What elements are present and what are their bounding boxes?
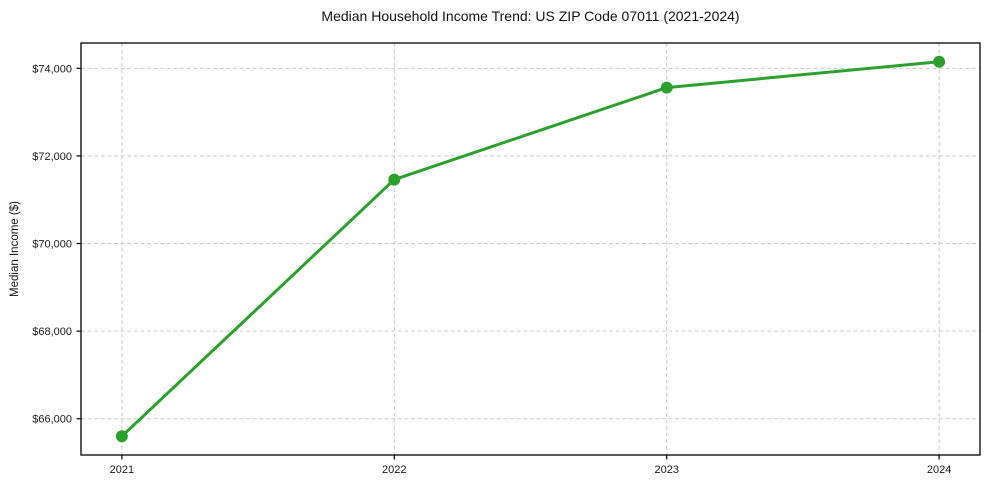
y-tick-label: $72,000 [32, 151, 72, 163]
data-point [660, 81, 673, 94]
y-tick-label: $74,000 [32, 63, 72, 75]
y-tick-label: $70,000 [32, 239, 72, 251]
x-tick-label: 2023 [654, 464, 678, 476]
y-tick-label: $68,000 [32, 326, 72, 338]
x-tick-label: 2022 [382, 464, 406, 476]
chart-title: Median Household Income Trend: US ZIP Co… [321, 8, 740, 24]
x-tick-label: 2024 [927, 464, 951, 476]
x-tick-label: 2021 [110, 464, 134, 476]
plot-border [80, 42, 981, 456]
data-point [933, 55, 946, 68]
data-point [115, 430, 128, 443]
y-tick-label: $66,000 [32, 414, 72, 426]
data-point [388, 173, 401, 186]
trend-line [120, 60, 941, 438]
